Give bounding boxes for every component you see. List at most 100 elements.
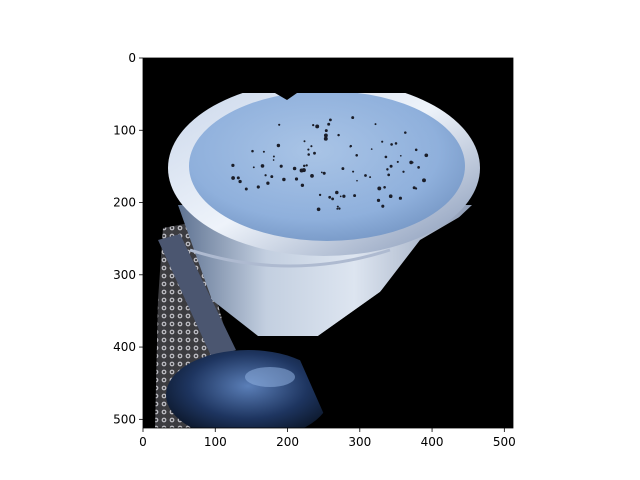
seed bbox=[374, 123, 377, 126]
y-tick-label: 0 bbox=[128, 51, 136, 65]
seed bbox=[412, 186, 416, 190]
seed bbox=[312, 123, 315, 127]
axes-frame bbox=[142, 57, 514, 429]
seed bbox=[244, 187, 248, 191]
seed bbox=[422, 178, 426, 183]
seed bbox=[336, 207, 339, 210]
seed bbox=[301, 168, 306, 173]
seed bbox=[307, 153, 310, 156]
seed bbox=[388, 194, 393, 199]
seed bbox=[310, 174, 314, 178]
seed bbox=[414, 148, 418, 152]
seed bbox=[278, 123, 281, 126]
mask-right bbox=[300, 200, 513, 428]
x-tick-label: 500 bbox=[493, 435, 516, 449]
drink-surface bbox=[189, 91, 465, 241]
mask-top bbox=[143, 58, 513, 93]
seed bbox=[355, 154, 358, 157]
seed bbox=[315, 124, 320, 129]
seed bbox=[292, 166, 297, 171]
seed bbox=[323, 133, 328, 138]
seed bbox=[383, 186, 386, 189]
seed bbox=[272, 155, 275, 158]
seed bbox=[389, 164, 393, 168]
seed bbox=[417, 166, 420, 169]
seed bbox=[341, 167, 345, 171]
seed bbox=[276, 143, 281, 148]
cup-ridge bbox=[189, 248, 391, 268]
seed bbox=[351, 116, 355, 120]
seed bbox=[399, 154, 402, 157]
seed bbox=[316, 207, 321, 212]
seed bbox=[294, 177, 299, 181]
seed bbox=[238, 179, 242, 184]
seed bbox=[398, 196, 402, 200]
seed bbox=[370, 148, 373, 150]
seed bbox=[349, 144, 353, 148]
seed bbox=[264, 174, 267, 177]
seed bbox=[394, 142, 398, 145]
seed bbox=[415, 187, 418, 190]
seed bbox=[424, 153, 429, 158]
seed bbox=[252, 166, 255, 169]
seed bbox=[338, 207, 341, 210]
seed bbox=[320, 171, 323, 174]
seed bbox=[369, 176, 372, 179]
seed bbox=[386, 168, 389, 171]
seed bbox=[404, 131, 407, 134]
seed bbox=[381, 140, 384, 143]
x-tick-label: 300 bbox=[348, 435, 371, 449]
seed bbox=[256, 185, 260, 189]
seed bbox=[310, 145, 313, 148]
seed bbox=[303, 140, 306, 143]
spoon-handle bbox=[158, 234, 236, 358]
seed bbox=[300, 183, 305, 187]
seed bbox=[282, 177, 286, 182]
spoon-highlight bbox=[245, 367, 295, 387]
seed bbox=[318, 193, 322, 197]
seed bbox=[409, 160, 413, 165]
photo bbox=[143, 58, 513, 428]
seed bbox=[305, 164, 308, 167]
seed bbox=[302, 164, 306, 168]
seed bbox=[251, 149, 254, 153]
spoon-bowl bbox=[166, 350, 330, 428]
seed bbox=[260, 164, 265, 168]
x-tick-label: 0 bbox=[139, 435, 147, 449]
seed bbox=[381, 204, 385, 208]
seed bbox=[342, 194, 346, 198]
x-tick-label: 200 bbox=[276, 435, 299, 449]
seed bbox=[307, 148, 310, 151]
seed bbox=[396, 160, 399, 163]
x-tick-label: 100 bbox=[204, 435, 227, 449]
y-tick-label: 500 bbox=[113, 412, 136, 426]
y-tick-label: 200 bbox=[113, 196, 136, 210]
seed bbox=[236, 176, 240, 180]
x-axis: 0 100 200 300 400 500 bbox=[139, 428, 516, 449]
seed bbox=[313, 151, 316, 155]
seed bbox=[390, 143, 393, 146]
seed bbox=[376, 198, 381, 203]
seed bbox=[329, 118, 332, 122]
seed bbox=[402, 170, 405, 173]
seed bbox=[262, 150, 265, 153]
seed bbox=[323, 136, 328, 141]
seed bbox=[270, 175, 274, 179]
seed bbox=[411, 161, 414, 164]
y-tick-label: 400 bbox=[113, 340, 136, 354]
seed-specks bbox=[231, 116, 429, 212]
seed bbox=[331, 197, 335, 201]
seed bbox=[328, 195, 332, 199]
seed bbox=[231, 163, 235, 168]
seed bbox=[377, 186, 382, 191]
seed bbox=[339, 195, 342, 198]
seed bbox=[337, 133, 340, 137]
mask-notch bbox=[275, 93, 297, 100]
seed bbox=[335, 190, 339, 195]
seed bbox=[364, 174, 367, 177]
y-tick-label: 100 bbox=[113, 123, 136, 137]
seed bbox=[231, 176, 235, 180]
seed bbox=[353, 194, 357, 198]
seed bbox=[324, 129, 328, 133]
